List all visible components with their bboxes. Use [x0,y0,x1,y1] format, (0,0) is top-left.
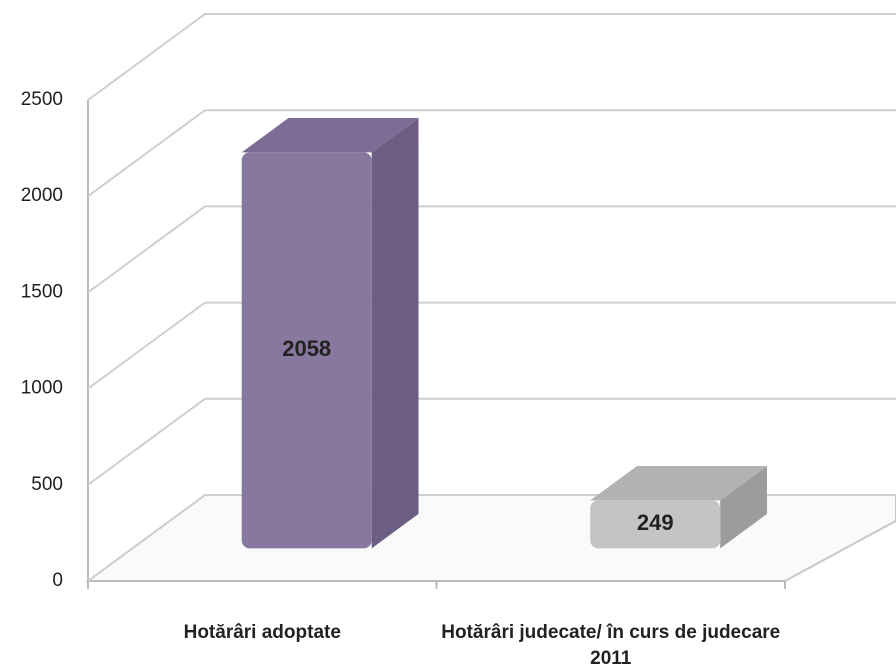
y-tick-label: 1500 [21,281,63,302]
y-tick-label: 0 [52,570,63,591]
floor [84,494,896,582]
y-tick-label: 500 [31,474,63,495]
value-label: 2058 [282,336,331,361]
y-tick-label: 2000 [21,185,63,206]
grid-line [87,205,896,294]
bar [241,152,372,549]
x-tick-label: Hotărâri adoptate [183,622,341,643]
y-tick-label: 2500 [21,89,63,110]
grid-line [87,109,896,198]
value-label: 249 [637,510,674,535]
x-tick-label: Hotărâri judecate/ în curs de judecare 2… [441,622,781,669]
y-tick-label: 1000 [21,378,63,399]
bar-top [590,466,768,501]
bar-side [371,117,419,549]
bar-top [241,117,419,153]
grid-line [87,397,896,486]
grid-line [87,13,896,101]
bar [590,500,721,549]
grid-line [87,301,896,390]
bar-side [720,466,768,549]
